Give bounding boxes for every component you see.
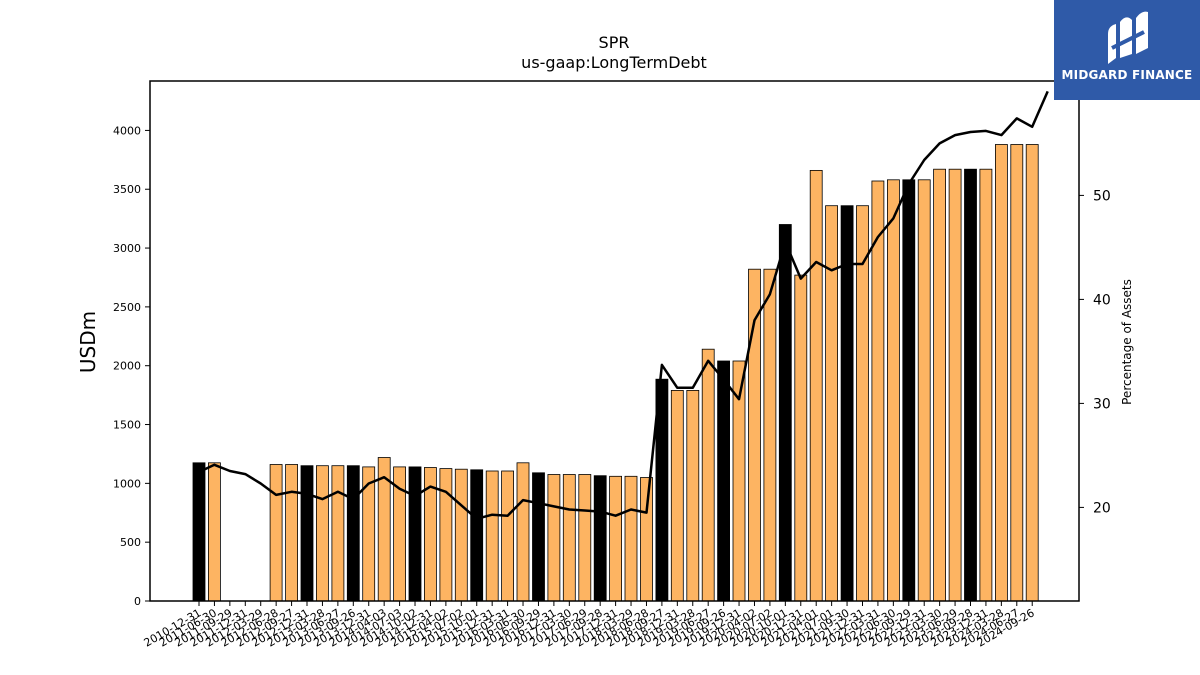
bars-group <box>192 144 1039 602</box>
bar <box>485 470 499 602</box>
bar <box>578 474 592 602</box>
bar <box>547 474 561 602</box>
bar <box>670 389 684 602</box>
bar <box>948 168 962 602</box>
y-tick-label: 2500 <box>113 301 141 314</box>
logo-text: MIDGARD FINANCE <box>1061 68 1193 82</box>
bar <box>192 462 206 602</box>
bar <box>778 224 792 602</box>
bar <box>686 389 700 602</box>
y-tick-label: 4000 <box>113 124 141 137</box>
bar <box>609 475 622 602</box>
bar <box>902 179 916 602</box>
y-axis-label: USDm <box>76 311 100 373</box>
pct-series-line <box>198 90 1049 521</box>
bar <box>995 144 1008 602</box>
y-tick-label: 2000 <box>113 360 141 373</box>
bar <box>964 168 977 602</box>
bar <box>593 475 607 602</box>
y2-axis-label: Percentage of Assets <box>1120 279 1134 405</box>
pct-line-group <box>198 90 1049 521</box>
bar <box>1025 144 1039 602</box>
bar <box>763 268 777 602</box>
bar <box>516 462 530 602</box>
bar <box>701 348 715 602</box>
y2-tick-label: 40 <box>1093 292 1111 308</box>
bar <box>532 472 545 602</box>
bar <box>331 465 345 602</box>
plot-frame <box>149 80 1080 602</box>
y-tick-label: 3500 <box>113 183 141 196</box>
bar <box>501 470 515 602</box>
axes-group: 0 500 1000 1500 2000 2500 3000 3500 4000 20 30 40 50… <box>113 80 1111 650</box>
bar <box>624 475 638 602</box>
bar <box>207 462 221 602</box>
bar <box>439 468 453 602</box>
bar <box>640 477 653 602</box>
logo-mark-icon <box>1108 11 1148 64</box>
midgard-finance-logo: MIDGARD FINANCE <box>1054 0 1200 100</box>
bar <box>346 465 360 602</box>
y-tick-label: 3000 <box>113 242 141 255</box>
y-tick-label: 0 <box>134 595 141 608</box>
bar <box>809 169 823 602</box>
y-tick-label: 500 <box>120 536 141 549</box>
bar <box>454 468 468 602</box>
y2-tick-label: 30 <box>1093 396 1111 412</box>
bar <box>562 474 576 602</box>
y2-tick-label: 20 <box>1093 500 1111 516</box>
bar <box>470 469 484 602</box>
bar <box>285 464 299 602</box>
bar <box>315 465 329 602</box>
bar <box>979 168 993 602</box>
y-tick-label: 1000 <box>113 477 141 490</box>
bar <box>917 179 931 602</box>
chart-title: SPR <box>599 33 630 52</box>
y-tick-label: 1500 <box>113 419 141 432</box>
bar <box>887 179 900 602</box>
y2-tick-label: 50 <box>1093 188 1111 204</box>
bar <box>1010 144 1024 602</box>
chart-subtitle: us-gaap:LongTermDebt <box>521 53 707 72</box>
bar <box>300 465 314 602</box>
bar <box>825 205 838 602</box>
bar <box>269 464 283 602</box>
bar <box>717 360 730 602</box>
bar <box>794 274 808 602</box>
bar <box>408 466 422 602</box>
bar <box>933 168 946 602</box>
